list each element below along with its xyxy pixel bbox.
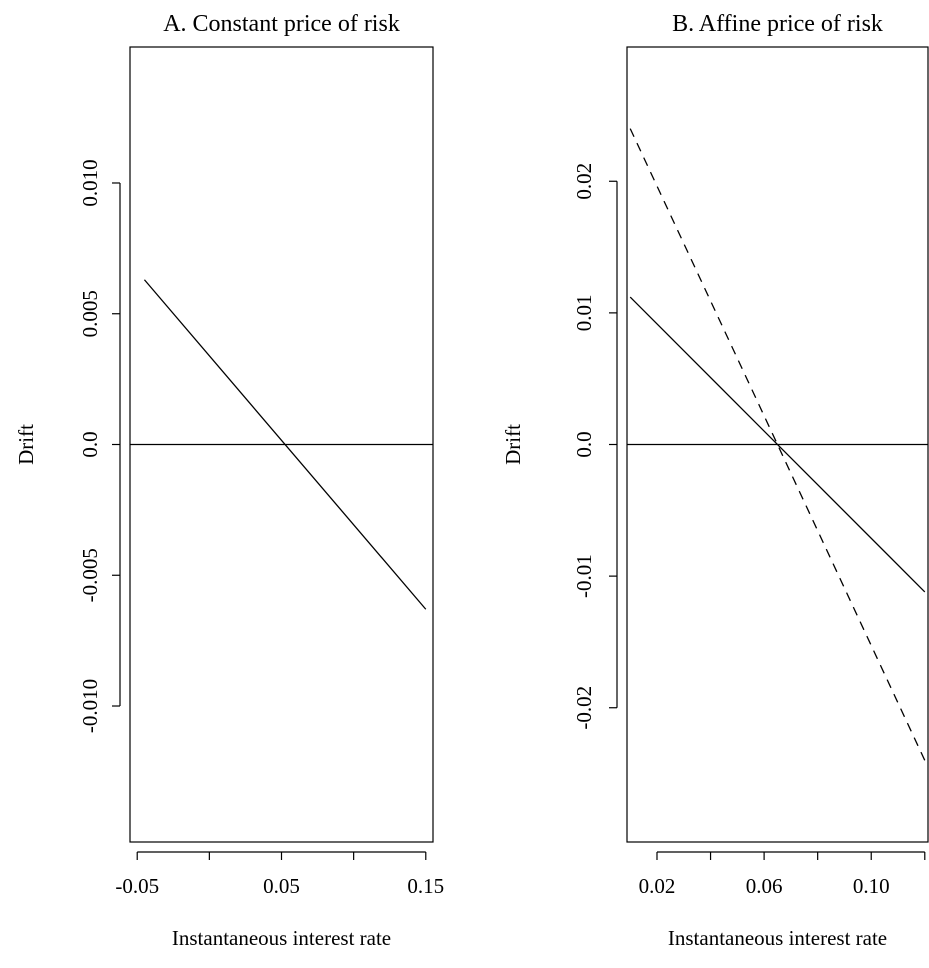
series-line-solid [143,279,427,610]
y-axis-label: Drift [14,424,38,465]
y-tick-label: -0.010 [78,679,102,733]
y-tick-label: 0.0 [572,431,596,457]
x-tick-label: -0.05 [115,874,159,898]
y-tick-label: -0.01 [572,554,596,598]
y-tick-label: -0.005 [78,548,102,602]
x-tick-label: 0.02 [639,874,676,898]
x-axis-label: Instantaneous interest rate [668,926,887,950]
y-tick-label: -0.02 [572,686,596,730]
y-tick-label: 0.005 [78,290,102,337]
y-tick-label: 0.010 [78,159,102,206]
x-tick-label: 0.05 [263,874,300,898]
y-tick-label: 0.02 [572,163,596,200]
panel-b-title: B. Affine price of risk [672,11,883,37]
y-tick-label: 0.0 [78,431,102,457]
panel-a: A. Constant price of risk -0.05 0.05 0.15 -0… [14,11,444,950]
x-tick-label: 0.10 [853,874,890,898]
x-axis-label: Instantaneous interest rate [172,926,391,950]
x-tick-label: 0.06 [746,874,783,898]
y-axis-label: Drift [501,424,525,465]
panel-b: B. Affine price of risk 0.02 0.06 0.10 -0.02… [501,11,929,950]
y-tick-label: 0.01 [572,295,596,332]
series-line-dashed [629,128,926,761]
panel-a-title: A. Constant price of risk [163,11,400,37]
series-line-solid [629,296,926,593]
x-tick-label: 0.15 [407,874,444,898]
